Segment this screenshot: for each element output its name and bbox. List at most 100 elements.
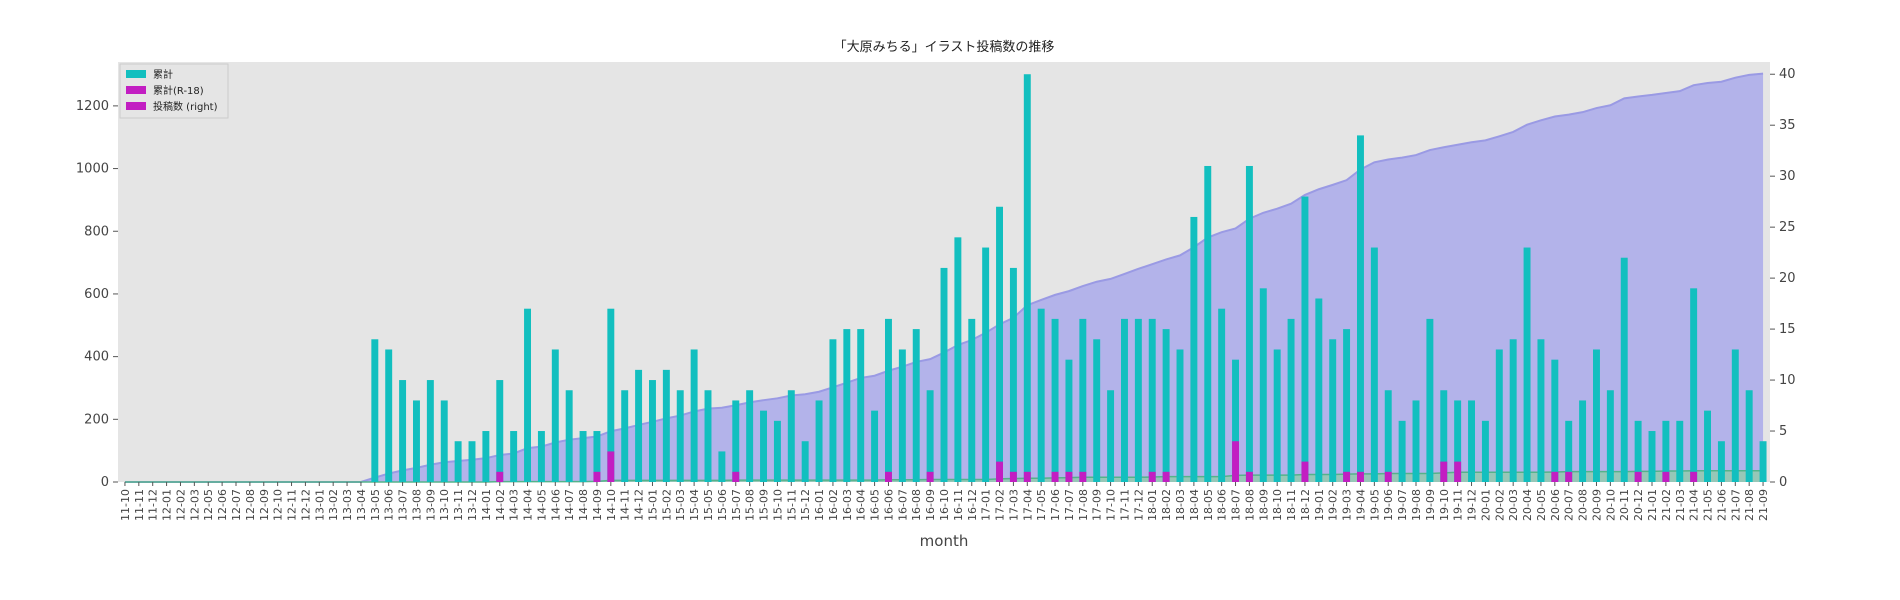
y2-tick-label: 0 [1779, 475, 1787, 490]
x-tick-label: 13-04 [355, 489, 368, 521]
x-tick-label: 19-05 [1368, 489, 1381, 521]
x-tick-label: 19-03 [1341, 489, 1354, 521]
legend-swatch [126, 86, 146, 94]
count-bar [1065, 359, 1073, 482]
count-bar [1134, 318, 1142, 482]
x-axis: 11-10 11-11 11-12 12-01 12-02 12-03 12-05 12-06… [119, 482, 1770, 521]
x-tick-label: 17-01 [980, 489, 993, 521]
x-tick-label: 12-05 [202, 489, 215, 521]
x-tick-label: 11-11 [133, 489, 146, 521]
count-bar [454, 441, 462, 482]
count-bar [1273, 349, 1281, 482]
x-tick-label: 14-04 [522, 489, 535, 521]
count-bar [426, 380, 434, 482]
x-tick-label: 21-09 [1757, 489, 1770, 521]
x-tick-label: 19-06 [1382, 489, 1395, 521]
count-bar [1745, 390, 1753, 482]
r18-bar [732, 471, 740, 482]
count-bar [676, 390, 684, 482]
x-tick-label: 15-12 [799, 489, 812, 521]
r18-bar [1009, 471, 1017, 482]
count-bar [524, 308, 531, 482]
x-tick-label: 13-05 [369, 489, 382, 521]
x-tick-label: 18-07 [1230, 489, 1243, 521]
count-bar [1551, 359, 1559, 482]
r18-bar [1384, 471, 1392, 482]
y-tick-label: 1200 [76, 99, 109, 114]
x-tick-label: 13-07 [397, 489, 410, 521]
r18-bar [1051, 471, 1059, 482]
count-bar [1259, 288, 1267, 482]
count-bar [1523, 247, 1531, 482]
x-tick-label: 16-10 [938, 489, 951, 521]
count-bar [1579, 400, 1587, 482]
count-bar [1620, 257, 1628, 482]
x-tick-label: 19-12 [1466, 489, 1479, 521]
r18-bar [1148, 471, 1156, 482]
x-tick-label: 20-01 [1479, 489, 1492, 521]
count-bar [801, 441, 809, 482]
x-tick-label: 20-04 [1521, 489, 1534, 521]
x-tick-label: 15-05 [702, 489, 715, 521]
x-tick-label: 12-03 [188, 489, 201, 521]
x-tick-label: 14-06 [549, 489, 562, 521]
count-bar [912, 329, 920, 482]
y2-tick-label: 20 [1779, 271, 1796, 286]
count-bar [440, 400, 448, 482]
count-bar [1634, 420, 1642, 482]
count-bar [579, 431, 587, 482]
x-tick-label: 14-09 [591, 489, 604, 521]
x-tick-label: 12-07 [230, 489, 243, 521]
x-tick-label: 11-10 [119, 489, 132, 521]
count-bar [1218, 308, 1226, 482]
x-tick-label: 15-10 [771, 489, 784, 521]
count-bar [649, 380, 656, 482]
x-tick-label: 18-05 [1202, 489, 1215, 521]
r18-bar [1232, 441, 1239, 482]
count-bar [718, 451, 726, 482]
x-tick-label: 18-12 [1299, 489, 1312, 521]
x-tick-label: 16-08 [910, 489, 923, 521]
x-tick-label: 14-12 [633, 489, 646, 521]
count-bar [1023, 74, 1031, 483]
x-tick-label: 14-03 [508, 489, 521, 521]
x-tick-label: 15-04 [688, 489, 701, 521]
count-bar [1481, 420, 1489, 482]
x-tick-label: 17-05 [1035, 489, 1048, 521]
r18-bar [1662, 471, 1670, 482]
x-tick-label: 18-04 [1188, 489, 1201, 521]
r18-bar [1454, 461, 1462, 482]
x-tick-label: 20-11 [1618, 489, 1631, 521]
count-bar [1190, 216, 1198, 482]
count-bar [1398, 420, 1406, 482]
count-bar [593, 431, 601, 482]
count-bar [537, 431, 545, 482]
count-bar [468, 441, 476, 482]
count-bar [510, 431, 518, 482]
count-bar [1315, 298, 1323, 482]
count-bar [1606, 390, 1614, 482]
x-tick-label: 18-02 [1160, 489, 1173, 521]
r18-bar [1343, 471, 1351, 482]
r18-bar [1551, 471, 1559, 482]
r18-bar [1079, 471, 1087, 482]
x-tick-label: 11-12 [147, 489, 160, 521]
x-tick-label: 16-03 [841, 489, 854, 521]
count-bar [399, 380, 407, 482]
x-tick-label: 17-09 [1091, 489, 1104, 521]
count-bar [843, 329, 851, 482]
chart-title: 「大原みちる」イラスト投稿数の推移 [834, 39, 1055, 55]
x-tick-label: 15-09 [758, 489, 771, 521]
count-bar [635, 369, 643, 482]
x-tick-label: 18-01 [1146, 489, 1159, 521]
count-bar [1329, 339, 1337, 482]
count-bar [662, 369, 670, 482]
x-tick-label: 13-12 [466, 489, 479, 521]
y2-tick-label: 30 [1779, 169, 1796, 184]
count-bar [1009, 267, 1017, 482]
x-tick-label: 20-03 [1507, 489, 1520, 521]
x-tick-label: 14-05 [535, 489, 548, 521]
count-bar [482, 431, 490, 482]
count-bar [1357, 135, 1364, 482]
